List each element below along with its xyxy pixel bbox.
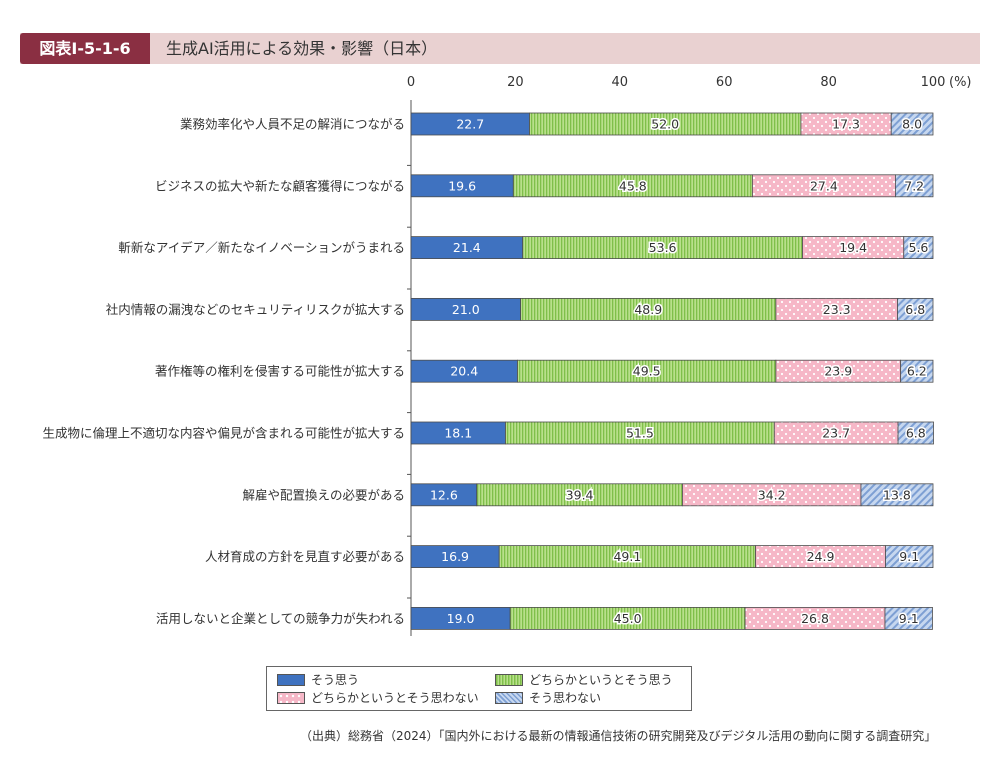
- chart-legend: そう思う どちらかというとそう思う どちらかというとそう思わない そう思わない: [266, 666, 692, 711]
- data-label: 12.6: [430, 487, 458, 502]
- category-label: ビジネスの拡大や新たな顧客獲得につながる: [155, 178, 405, 193]
- data-label: 17.3: [832, 117, 860, 132]
- data-label: 24.9: [807, 549, 835, 564]
- legend-swatch-somewhat-disagree: [277, 692, 305, 704]
- data-label: 19.6: [448, 178, 476, 193]
- data-label: 21.0: [452, 302, 480, 317]
- data-label: 23.3: [823, 302, 851, 317]
- category-label: 活用しないと企業としての競争力が失われる: [156, 611, 405, 626]
- bar-segment-disagree: [885, 545, 934, 568]
- data-label: 49.5: [633, 364, 661, 379]
- data-label: 6.8: [906, 426, 926, 441]
- x-tick-label: 80: [820, 75, 837, 90]
- category-label: 解雇や配置換えの必要がある: [242, 487, 405, 502]
- data-label: 22.7: [456, 117, 484, 132]
- x-tick-label: 0: [407, 75, 415, 90]
- data-label: 49.1: [613, 549, 641, 564]
- stacked-bar-chart: 0 20 40 60 80 100 (%) 業務効率化や人員不足の解消につながるビジネスの拡大…: [42, 75, 972, 636]
- legend-label: どちらかというとそう思う: [529, 673, 673, 687]
- x-tick-label: 40: [612, 75, 629, 90]
- bar-segment-disagree: [895, 174, 934, 198]
- data-label: 45.0: [614, 611, 642, 626]
- bar-segment-disagree: [884, 607, 933, 630]
- data-label: 7.2: [904, 178, 924, 193]
- data-label: 16.9: [441, 549, 469, 564]
- category-label: 斬新なアイデア／新たなイノベーションがうまれる: [118, 240, 405, 255]
- data-label: 5.6: [908, 240, 928, 255]
- bar-segment-disagree: [860, 483, 934, 507]
- legend-label: そう思う: [311, 673, 360, 687]
- x-tick-label: 60: [716, 75, 733, 90]
- legend-swatch-somewhat-agree: [495, 674, 523, 686]
- category-label: 著作権等の権利を侵害する可能性が拡大する: [155, 364, 405, 379]
- data-label: 18.1: [444, 426, 472, 441]
- data-label: 9.1: [899, 611, 919, 626]
- data-label: 9.1: [899, 549, 919, 564]
- category-label: 社内情報の漏洩などのセキュリティリスクが拡大する: [106, 302, 405, 317]
- data-label: 52.0: [651, 117, 679, 132]
- x-tick-label: 100: [921, 75, 946, 90]
- data-label: 19.4: [839, 240, 867, 255]
- x-axis-unit: (%): [949, 75, 972, 90]
- bar-segment-disagree: [897, 421, 934, 445]
- data-label: 27.4: [810, 178, 838, 193]
- data-label: 6.8: [905, 302, 925, 317]
- data-label: 21.4: [453, 240, 481, 255]
- data-label: 26.8: [801, 611, 829, 626]
- data-label: 23.7: [822, 426, 850, 441]
- figure-header: 図表Ⅰ-5-1-6 生成AI活用による効果・影響（日本）: [20, 33, 980, 64]
- category-label: 業務効率化や人員不足の解消につながる: [180, 117, 405, 132]
- category-label: 生成物に倫理上不適切な内容や偏見が含まれる可能性が拡大する: [42, 426, 405, 441]
- data-label: 53.6: [649, 240, 677, 255]
- figure-title: 生成AI活用による効果・影響（日本）: [166, 39, 438, 58]
- legend-label: そう思わない: [529, 691, 602, 705]
- data-label: 20.4: [450, 364, 478, 379]
- data-label: 8.0: [902, 117, 922, 132]
- data-label: 45.8: [619, 178, 647, 193]
- figure-label: 図表Ⅰ-5-1-6: [20, 33, 150, 64]
- legend-swatch-agree: [277, 674, 305, 686]
- data-label: 13.8: [883, 487, 911, 502]
- data-label: 48.9: [634, 302, 662, 317]
- bar-segment-disagree: [897, 297, 934, 321]
- data-label: 34.2: [758, 487, 786, 502]
- x-tick-label: 20: [507, 75, 524, 90]
- data-label: 6.2: [907, 364, 927, 379]
- data-label: 51.5: [626, 426, 654, 441]
- data-label: 19.0: [447, 611, 475, 626]
- legend-label: どちらかというとそう思わない: [311, 691, 479, 705]
- bar-segment-disagree: [890, 112, 934, 136]
- data-label: 39.4: [566, 487, 594, 502]
- source-note: （出典）総務省（2024）「国内外における最新の情報通信技術の研究開発及びデジタ…: [300, 729, 937, 743]
- bar-segment-disagree: [903, 236, 934, 260]
- category-label: 人材育成の方針を見直す必要がある: [205, 549, 405, 564]
- legend-swatch-disagree: [495, 692, 523, 704]
- bar-segment-disagree: [900, 359, 934, 383]
- data-label: 23.9: [824, 364, 852, 379]
